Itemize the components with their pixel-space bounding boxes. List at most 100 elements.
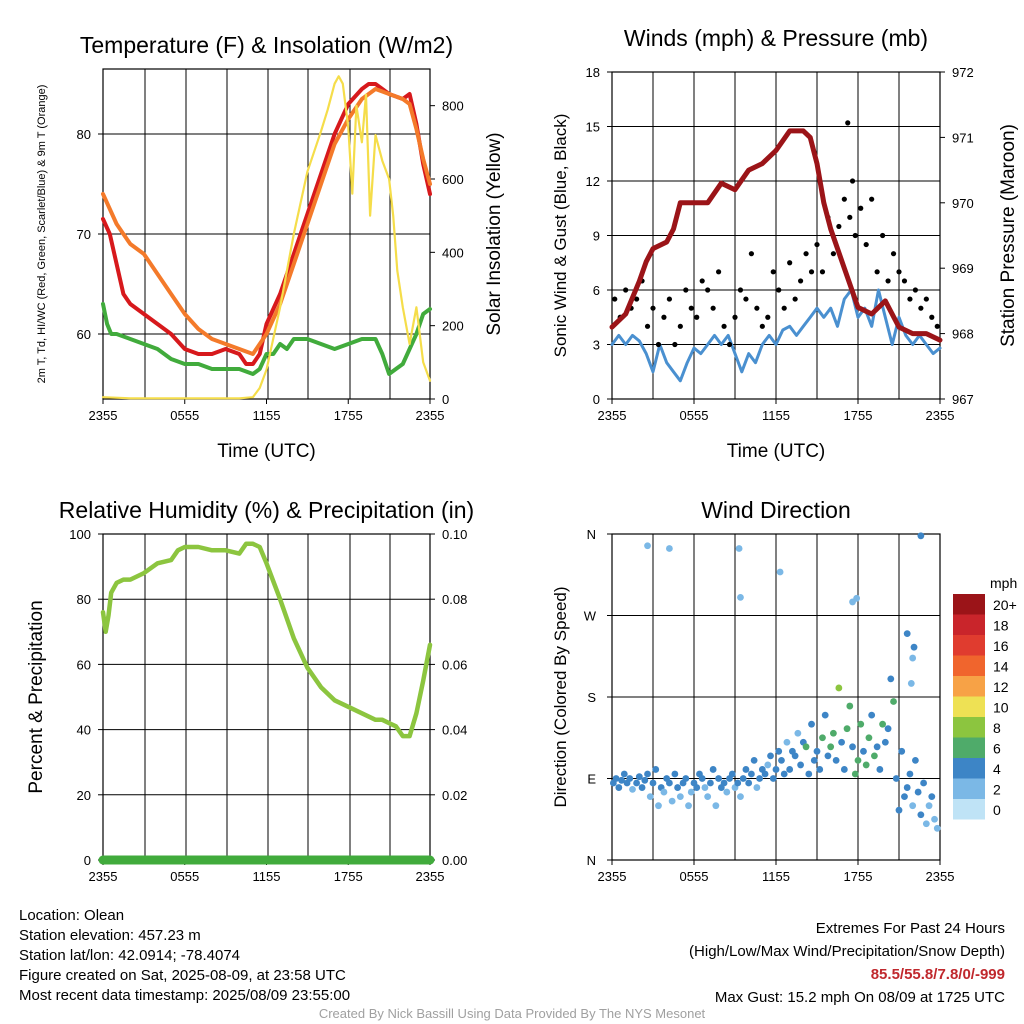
gust-point xyxy=(845,120,851,126)
gust-point xyxy=(776,287,782,293)
gust-point xyxy=(705,287,711,293)
direction-point xyxy=(843,725,851,733)
direction-point xyxy=(851,770,859,778)
y-right-tick-label: 200 xyxy=(442,319,464,334)
direction-point xyxy=(797,761,804,769)
x-tick-label: 1155 xyxy=(762,408,790,423)
legend-swatch xyxy=(953,778,985,799)
y-right-tick-label: 600 xyxy=(442,172,464,187)
direction-point xyxy=(887,675,895,683)
direction-point xyxy=(674,784,681,791)
gust-point xyxy=(644,323,651,329)
y-axis-label: Sonic Wind & Gust (Blue, Black) xyxy=(551,114,570,358)
direction-point xyxy=(618,776,625,784)
legend-label: 12 xyxy=(993,679,1009,695)
x-tick-label: 2355 xyxy=(926,869,955,884)
direction-point xyxy=(676,793,684,801)
series-line-4 xyxy=(101,75,432,400)
direction-point xyxy=(890,698,897,705)
gust-point xyxy=(792,296,798,302)
direction-point xyxy=(835,684,843,692)
direction-point xyxy=(772,766,780,773)
direction-point xyxy=(849,743,856,751)
direction-point xyxy=(704,793,712,801)
y-tick-label: 80 xyxy=(77,127,91,142)
direction-point xyxy=(871,752,878,760)
extremes-info: Extremes For Past 24 Hours (High/Low/Max… xyxy=(689,917,1005,1009)
legend-swatch xyxy=(953,676,985,697)
direction-point xyxy=(742,766,750,773)
direction-point xyxy=(917,532,925,540)
gust-point xyxy=(688,305,694,311)
direction-point xyxy=(728,770,736,778)
x-tick-label: 1155 xyxy=(253,869,281,884)
direction-point xyxy=(884,725,892,733)
direction-point xyxy=(881,738,889,746)
legend-swatch xyxy=(953,799,985,820)
y-tick-label: 12 xyxy=(586,174,600,189)
y-axis-label: Percent & Precipitation xyxy=(26,600,47,793)
direction-point xyxy=(838,738,845,746)
x-tick-label: 1755 xyxy=(334,408,363,423)
y-right-tick-label: 969 xyxy=(952,261,974,276)
direction-point xyxy=(748,770,755,778)
gust-point xyxy=(699,278,705,284)
extremes-heading: Extremes For Past 24 Hours xyxy=(815,920,1005,937)
direction-point xyxy=(778,756,785,764)
gust-point xyxy=(677,323,683,329)
gust-point xyxy=(694,314,700,320)
y-tick-label: 40 xyxy=(77,723,91,738)
x-tick-label: 1755 xyxy=(844,869,873,884)
legend-swatch xyxy=(953,635,985,656)
direction-point xyxy=(840,766,848,773)
station-latlon: Station lat/lon: 42.0914; -78.4074 xyxy=(19,947,241,964)
chart-title: Wind Direction xyxy=(701,497,851,523)
direction-point xyxy=(712,802,720,810)
legend-label: 16 xyxy=(993,638,1009,654)
gust-point xyxy=(672,341,678,348)
legend-label: 8 xyxy=(993,720,1001,736)
x-tick-label: 0555 xyxy=(680,869,709,884)
direction-point xyxy=(857,720,865,728)
gust-point xyxy=(737,287,744,293)
x-tick-label: 2355 xyxy=(598,869,627,884)
series-line-2 xyxy=(101,87,432,356)
y-tick-label: S xyxy=(587,690,596,705)
gust-point xyxy=(759,323,765,329)
legend-label: 14 xyxy=(993,659,1009,675)
gust-point xyxy=(743,296,749,302)
direction-point xyxy=(753,784,761,791)
direction-point xyxy=(933,824,941,832)
gust-point xyxy=(907,296,913,302)
x-tick-label: 1755 xyxy=(844,408,873,423)
x-axis-label: Time (UTC) xyxy=(727,441,826,462)
station-elevation: Station elevation: 457.23 m xyxy=(19,927,201,944)
plot-frame xyxy=(102,533,431,861)
direction-point xyxy=(641,776,649,784)
gust-point xyxy=(683,287,689,293)
gust-point xyxy=(912,287,919,293)
y-tick-label: 100 xyxy=(69,527,91,542)
gust-point xyxy=(770,269,776,275)
gust-point xyxy=(869,196,875,202)
gust-point xyxy=(748,251,755,257)
gust-point xyxy=(787,260,793,266)
direction-point xyxy=(903,630,911,638)
direction-point xyxy=(720,779,728,787)
y-right-tick-label: 971 xyxy=(952,130,974,145)
gust-point xyxy=(849,178,856,184)
chart-title: Winds (mph) & Pressure (mb) xyxy=(624,25,928,51)
direction-point xyxy=(907,680,915,687)
legend-swatch xyxy=(953,696,985,717)
chart-panel-3: 2355 0555 1155 1755 2355 Relative Humidity (%… xyxy=(26,497,474,884)
direction-point xyxy=(805,770,813,778)
direction-point xyxy=(813,747,821,755)
gust-point xyxy=(721,323,727,329)
gust-point xyxy=(661,314,667,320)
direction-point xyxy=(830,729,837,737)
gust-point xyxy=(765,314,771,320)
direction-point xyxy=(873,743,881,751)
direction-point xyxy=(816,766,824,773)
recent-data-timestamp: Most recent data timestamp: 2025/08/09 2… xyxy=(19,987,351,1004)
